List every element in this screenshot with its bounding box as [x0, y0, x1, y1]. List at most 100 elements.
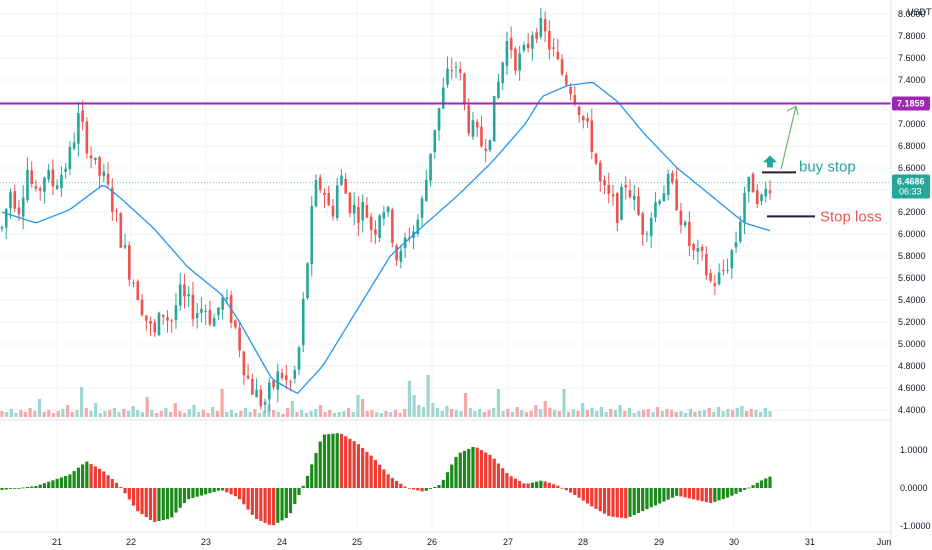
volume-bar — [323, 412, 327, 417]
oscillator-bar — [221, 488, 225, 491]
oscillator-bar — [254, 488, 259, 520]
candle-body — [471, 120, 475, 137]
volume-bar — [112, 408, 116, 417]
volume-bar — [140, 412, 145, 417]
candle-body — [348, 192, 352, 214]
oscillator-bar — [598, 488, 602, 512]
volume-bar — [552, 410, 557, 417]
candle-body — [38, 188, 42, 191]
volume-bar — [253, 409, 257, 417]
price-axis-panel[interactable] — [891, 0, 932, 550]
time-axis-ticks[interactable]: 21 22 23 24 25 26 27 28 29 30 31 Jun — [52, 537, 891, 547]
oscillator-bar — [679, 488, 683, 497]
candle-countdown: 06:33 — [899, 186, 922, 196]
candle-body — [365, 205, 369, 218]
volume-bar — [37, 399, 42, 417]
volume-bar — [379, 413, 383, 417]
oscillator-bar — [284, 488, 288, 518]
candle-body — [221, 297, 224, 310]
oscillator-bar — [310, 464, 314, 488]
oscillator-bar — [76, 467, 80, 488]
candle-body — [446, 68, 449, 85]
oscillator-bar — [322, 434, 327, 488]
oscillator-bar — [148, 488, 153, 520]
candle-body — [357, 207, 360, 223]
candle-body — [225, 297, 229, 300]
oscillator-bar — [382, 469, 386, 488]
volume-bar — [435, 408, 440, 417]
oscillator-bar — [195, 488, 199, 497]
oscillator-bar — [641, 488, 645, 512]
candle-body — [713, 283, 717, 286]
volume-bar — [103, 411, 107, 417]
candlesticks[interactable] — [0, 7, 772, 413]
candle-body — [72, 142, 76, 149]
volume-bar — [665, 409, 669, 417]
date-tick-label: 23 — [201, 537, 211, 547]
volume-bar — [351, 412, 355, 417]
candle-body — [187, 294, 190, 297]
volume-bar — [178, 411, 182, 417]
candle-body — [64, 168, 67, 172]
oscillator-bar — [738, 488, 742, 492]
candle-body — [768, 190, 772, 194]
oscillator-bar — [119, 487, 123, 488]
oscillator-bar — [365, 451, 369, 488]
candle-body — [526, 43, 530, 49]
oscillator-bar — [8, 488, 13, 489]
candle-body — [391, 209, 394, 243]
candle-body — [127, 245, 131, 280]
oscillator-bar — [55, 478, 59, 488]
candle-body — [374, 229, 377, 235]
oscillator-bar — [386, 474, 390, 488]
price-tick-label: 8.0000 — [898, 9, 926, 19]
volume-bar — [276, 412, 280, 417]
volume-bar — [529, 411, 533, 417]
oscillator-bar — [208, 488, 212, 494]
oscillator-bar — [560, 487, 564, 489]
volume-bar — [239, 411, 243, 417]
candle-body — [246, 375, 250, 379]
candle-body — [170, 320, 174, 322]
volume-bar — [9, 409, 13, 417]
candle-body — [47, 170, 50, 180]
candle-body — [263, 401, 267, 405]
oscillator-bar — [271, 488, 276, 526]
volume-bar — [384, 411, 388, 417]
oscillator-bar — [390, 478, 394, 488]
oscillator-bar — [467, 448, 471, 488]
oscillator-bar — [433, 486, 437, 488]
oscillator-bar — [658, 488, 662, 504]
volume-bar — [89, 411, 93, 417]
buy-stop-label: buy stop — [799, 158, 856, 175]
candle-body — [683, 221, 687, 226]
volume-bar — [272, 410, 276, 417]
oscillator-bar — [34, 486, 38, 488]
oscillator-bar — [764, 478, 768, 488]
candle-body — [628, 190, 632, 198]
volume-bar — [712, 412, 716, 417]
oscillator-bar — [378, 464, 382, 488]
price-tick-label: 5.6000 — [898, 273, 926, 283]
candle-body — [522, 44, 526, 51]
date-tick-label: 30 — [729, 537, 739, 547]
volume-bar — [281, 414, 285, 417]
price-tick-label: 6.8000 — [898, 141, 926, 151]
oscillator-bar — [348, 438, 352, 488]
volume-bar — [609, 409, 613, 417]
volume-bar — [164, 408, 168, 417]
oscillator-bar — [488, 454, 492, 488]
oscillator-bar — [127, 488, 131, 500]
volume-bar — [478, 409, 482, 417]
candle-body — [13, 191, 17, 209]
volume-bars — [0, 375, 772, 417]
date-tick-label: 25 — [352, 537, 362, 547]
price-tick-label: 4.8000 — [898, 361, 926, 371]
oscillator-bar — [174, 488, 178, 513]
candle-body — [238, 327, 241, 351]
price-tick-label: 7.0000 — [898, 119, 926, 129]
candle-body — [68, 147, 72, 170]
candle-body — [289, 381, 292, 383]
candle-body — [590, 120, 594, 153]
